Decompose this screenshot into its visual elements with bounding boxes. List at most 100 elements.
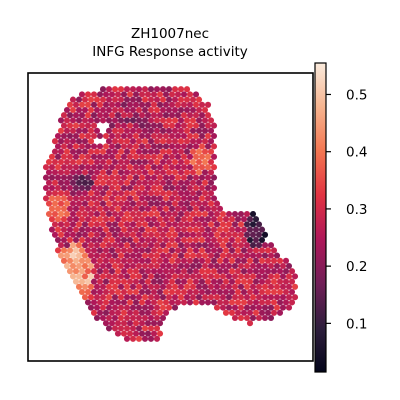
spatial-spot — [84, 132, 92, 140]
spatial-spot — [93, 252, 101, 259]
spatial-spot — [270, 268, 278, 275]
spatial-spot — [168, 216, 176, 223]
spatial-spot — [117, 231, 125, 238]
spatial-spot — [114, 195, 122, 202]
spatial-spot — [246, 320, 254, 327]
spatial-spot — [69, 106, 77, 114]
spatial-spot — [75, 273, 83, 280]
spatial-spot — [198, 184, 206, 192]
spatial-spot — [279, 294, 287, 301]
spatial-spot — [153, 148, 161, 155]
spatial-spot — [171, 252, 179, 259]
spatial-spot — [90, 226, 98, 233]
spatial-spot — [111, 96, 119, 103]
spatial-spot — [261, 262, 269, 270]
spatial-spot — [162, 143, 170, 150]
spatial-spot — [231, 231, 239, 238]
spatial-spot — [231, 242, 239, 249]
spatial-spot — [114, 226, 122, 233]
spatial-spot — [120, 320, 128, 327]
spatial-spot — [213, 283, 221, 290]
spatial-spot — [198, 278, 206, 285]
spatial-spot — [72, 101, 80, 108]
spatial-spot — [159, 252, 167, 259]
spatial-spot — [171, 283, 179, 290]
spatial-spot — [84, 143, 92, 150]
spatial-spot — [120, 278, 128, 285]
spatial-spot — [156, 216, 164, 223]
spatial-spot — [123, 127, 131, 134]
spatial-spot — [168, 247, 176, 254]
spatial-spot — [180, 205, 188, 212]
spatial-spot — [186, 257, 194, 264]
spatial-spot — [72, 132, 80, 140]
spatial-spot — [111, 221, 119, 228]
spatial-spot — [162, 174, 170, 181]
spatial-spot — [99, 273, 107, 280]
spatial-spot — [129, 262, 137, 270]
spatial-spot — [267, 283, 275, 290]
spatial-spot — [165, 273, 173, 280]
spatial-spot — [96, 174, 104, 181]
spatial-spot — [93, 190, 101, 197]
spatial-spot — [216, 257, 224, 264]
spatial-spot — [243, 231, 251, 238]
spatial-spot — [87, 117, 95, 124]
spatial-spot — [252, 247, 260, 254]
spatial-spot — [156, 257, 164, 264]
spatial-spot — [243, 221, 251, 228]
spatial-spot — [105, 273, 113, 280]
spatial-spot — [126, 236, 134, 244]
spatial-spot — [111, 283, 119, 290]
spatial-spot — [255, 294, 263, 301]
spatial-spot — [162, 122, 170, 129]
spatial-spot — [267, 252, 275, 259]
spatial-spot — [150, 164, 158, 171]
spatial-spot — [210, 164, 218, 171]
spatial-spot — [87, 262, 95, 270]
spatial-spot — [111, 210, 119, 218]
spatial-spot — [243, 304, 251, 311]
spatial-spot — [162, 257, 170, 264]
spatial-spot — [201, 106, 209, 114]
spatial-spot — [129, 273, 137, 280]
spatial-spot — [129, 294, 137, 301]
spatial-spot — [93, 210, 101, 218]
spatial-spot — [138, 132, 146, 140]
spatial-spot — [210, 268, 218, 275]
spatial-spot — [81, 200, 89, 207]
spatial-spot — [78, 91, 86, 98]
spatial-spot — [90, 112, 98, 119]
spatial-spot — [180, 278, 188, 285]
spatial-spot — [186, 247, 194, 254]
spatial-spot — [57, 138, 65, 145]
spatial-spot — [102, 112, 110, 119]
spatial-spot — [60, 122, 68, 129]
spatial-spot — [135, 325, 143, 332]
spatial-spot — [84, 236, 92, 244]
spatial-spot — [168, 236, 176, 244]
spatial-spot — [288, 268, 296, 275]
spatial-spot — [120, 309, 128, 316]
spatial-spot — [90, 184, 98, 192]
spatial-spot — [267, 262, 275, 270]
spatial-spot — [228, 236, 236, 244]
spatial-spot — [132, 216, 140, 223]
spatial-spot — [258, 236, 266, 244]
spatial-spot — [90, 164, 98, 171]
spatial-spot — [180, 236, 188, 244]
spatial-spot — [72, 195, 80, 202]
chart-title-line-1: ZH1007nec — [131, 26, 209, 42]
spatial-spot — [153, 252, 161, 259]
spatial-spot — [96, 216, 104, 223]
spatial-spot — [237, 294, 245, 301]
spatial-spot — [51, 179, 59, 186]
spatial-spot — [225, 273, 233, 280]
spatial-spot — [117, 138, 125, 145]
spatial-spot — [252, 278, 260, 285]
spatial-spot — [117, 148, 125, 155]
spatial-spot — [219, 252, 227, 259]
spatial-spot — [249, 294, 257, 301]
spatial-spot — [135, 242, 143, 249]
spatial-spot — [216, 205, 224, 212]
